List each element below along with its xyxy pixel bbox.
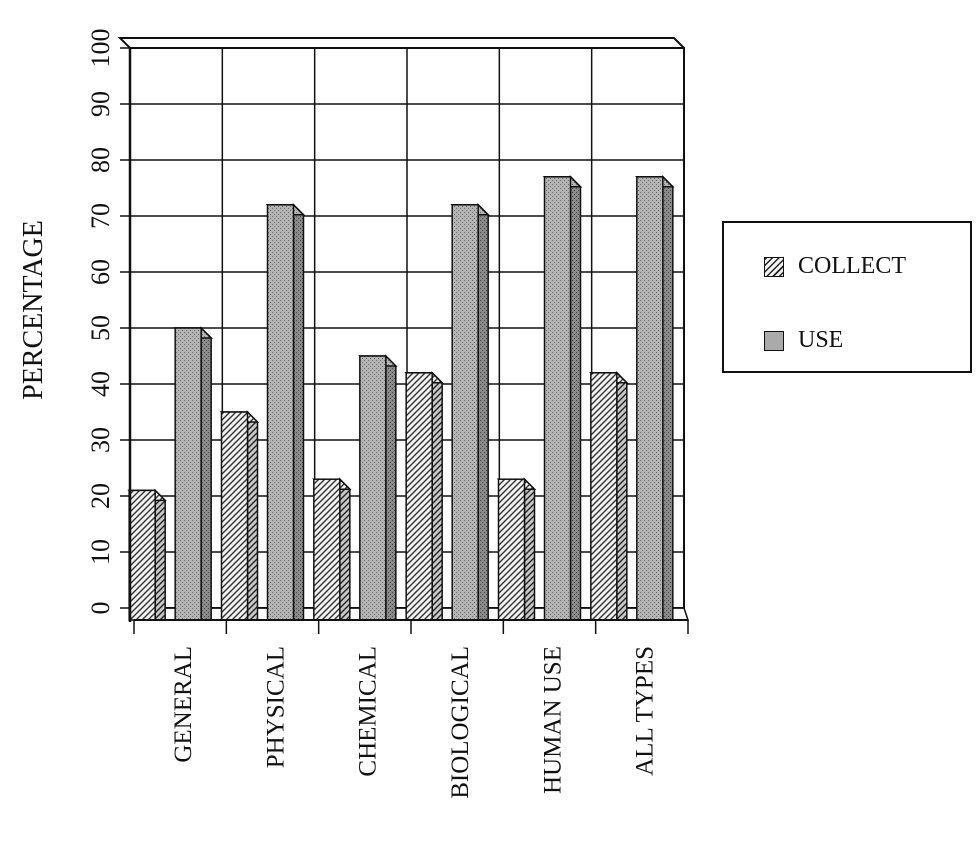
y-tick-label: 20 bbox=[86, 483, 115, 509]
legend-swatch-use bbox=[764, 330, 784, 351]
bar-side bbox=[292, 202, 305, 621]
x-category-label: GENERAL bbox=[170, 646, 197, 763]
x-category-label: CHEMICAL bbox=[355, 646, 382, 777]
legend: COLLECT USE bbox=[722, 221, 972, 373]
x-category-label: BIOLOGICAL bbox=[447, 646, 474, 799]
legend-item-collect: COLLECT bbox=[764, 253, 906, 280]
bar-front bbox=[359, 355, 387, 621]
bar-front bbox=[174, 327, 202, 621]
y-tick-label: 0 bbox=[86, 602, 115, 615]
bar-front bbox=[405, 372, 433, 621]
bar-side bbox=[662, 174, 674, 621]
y-tick-label: 60 bbox=[86, 259, 115, 285]
y-tick-label: 40 bbox=[86, 371, 115, 397]
bar-front bbox=[266, 204, 295, 621]
bar-use-0 bbox=[173, 326, 213, 621]
legend-label-collect: COLLECT bbox=[798, 253, 906, 279]
x-category-label: ALL TYPES bbox=[632, 646, 659, 776]
y-tick-label: 100 bbox=[86, 29, 115, 68]
x-category-label: PHYSICAL bbox=[262, 646, 289, 768]
bar-collect-2 bbox=[312, 477, 352, 621]
bar-use-3 bbox=[450, 202, 490, 621]
bar-side bbox=[431, 370, 443, 621]
bar-collect-4 bbox=[496, 477, 537, 621]
bar-side bbox=[339, 477, 351, 621]
x-category-label: HUMAN USE bbox=[539, 646, 566, 794]
y-tick-label: 80 bbox=[86, 147, 115, 173]
bar-side bbox=[246, 410, 259, 621]
y-tick-label: 90 bbox=[86, 91, 115, 117]
bar-side bbox=[154, 488, 166, 621]
legend-swatch-collect bbox=[764, 256, 784, 277]
bar-side bbox=[385, 354, 397, 621]
bar-front bbox=[590, 372, 618, 621]
bar-front bbox=[543, 176, 572, 621]
plot-top-edge bbox=[117, 37, 685, 49]
y-tick-label: 10 bbox=[86, 539, 115, 565]
bar-side bbox=[616, 370, 628, 621]
bar-side bbox=[523, 477, 536, 621]
legend-label-use: USE bbox=[798, 327, 844, 353]
bar-front bbox=[128, 489, 156, 621]
y-tick-label: 70 bbox=[86, 203, 115, 229]
bar-use-5 bbox=[635, 174, 675, 621]
bar-side bbox=[200, 326, 212, 621]
bar-collect-5 bbox=[589, 370, 629, 621]
bar-use-4 bbox=[542, 174, 583, 621]
bar-front bbox=[313, 478, 341, 621]
y-tick-label: 30 bbox=[86, 427, 115, 453]
bar-collect-3 bbox=[404, 370, 444, 621]
axes: 0 10 20 30 40 50 60 70 80 90 100 GENERAL PHYSICAL CHE… bbox=[86, 29, 689, 799]
bar-front bbox=[497, 478, 526, 621]
bar-side bbox=[477, 202, 489, 621]
y-tick-label: 50 bbox=[86, 315, 115, 341]
legend-item-use: USE bbox=[764, 327, 843, 354]
bar-front bbox=[220, 411, 249, 621]
bar-use-2 bbox=[358, 354, 398, 621]
bar-side bbox=[569, 174, 582, 621]
bar-front bbox=[636, 176, 664, 621]
y-axis-label: PERCENTAGE bbox=[18, 220, 49, 400]
bar-use-1 bbox=[265, 202, 306, 621]
bar-collect-1 bbox=[219, 410, 260, 621]
bar-collect-0 bbox=[127, 488, 167, 621]
bar-front bbox=[451, 204, 479, 621]
